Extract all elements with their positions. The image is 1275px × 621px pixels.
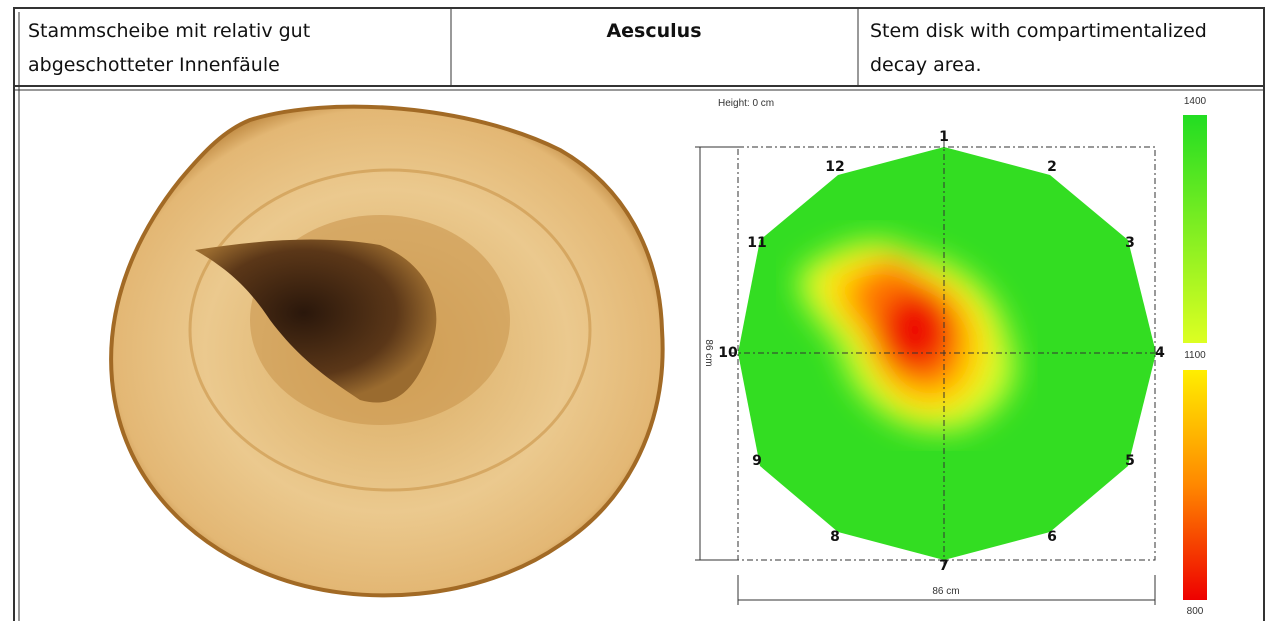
stem-disk-photo [109,104,665,598]
sensor-label: 7 [939,558,949,574]
cell-text: Stem disk with compartimentalized [870,20,1207,42]
cell-text: Stammscheibe mit relativ gut [28,20,310,42]
sensor-label: 6 [1047,529,1057,545]
tomogram: Height: 0 cm 86 cm 86 cm 123456789101112… [695,96,1207,617]
cell-text: abgeschotteter Innenfäule [28,54,280,76]
sensor-label: 2 [1047,159,1057,175]
sensor-label: 8 [830,529,840,545]
sensor-label: 10 [718,345,738,361]
cell-title: Aesculus [606,20,701,42]
depth-label: 86 cm [703,339,714,366]
sensor-label: 11 [747,235,766,251]
sensor-label: 1 [939,129,949,145]
sensor-label: 12 [825,159,844,175]
sensor-label: 3 [1125,235,1135,251]
scale-label: 800 [1187,606,1204,617]
sensor-label: 5 [1125,453,1135,469]
cell-text: decay area. [870,54,982,76]
scale-label: 1100 [1184,350,1206,361]
sensor-label: 4 [1155,345,1165,361]
colorbar-lower [1183,370,1207,600]
height-label: Height: 0 cm [718,98,774,109]
colorbar-upper [1183,115,1207,343]
scale-label: 1400 [1184,96,1207,107]
sensor-label: 9 [752,453,762,469]
table-frame [13,7,1265,621]
width-label: 86 cm [932,586,959,597]
